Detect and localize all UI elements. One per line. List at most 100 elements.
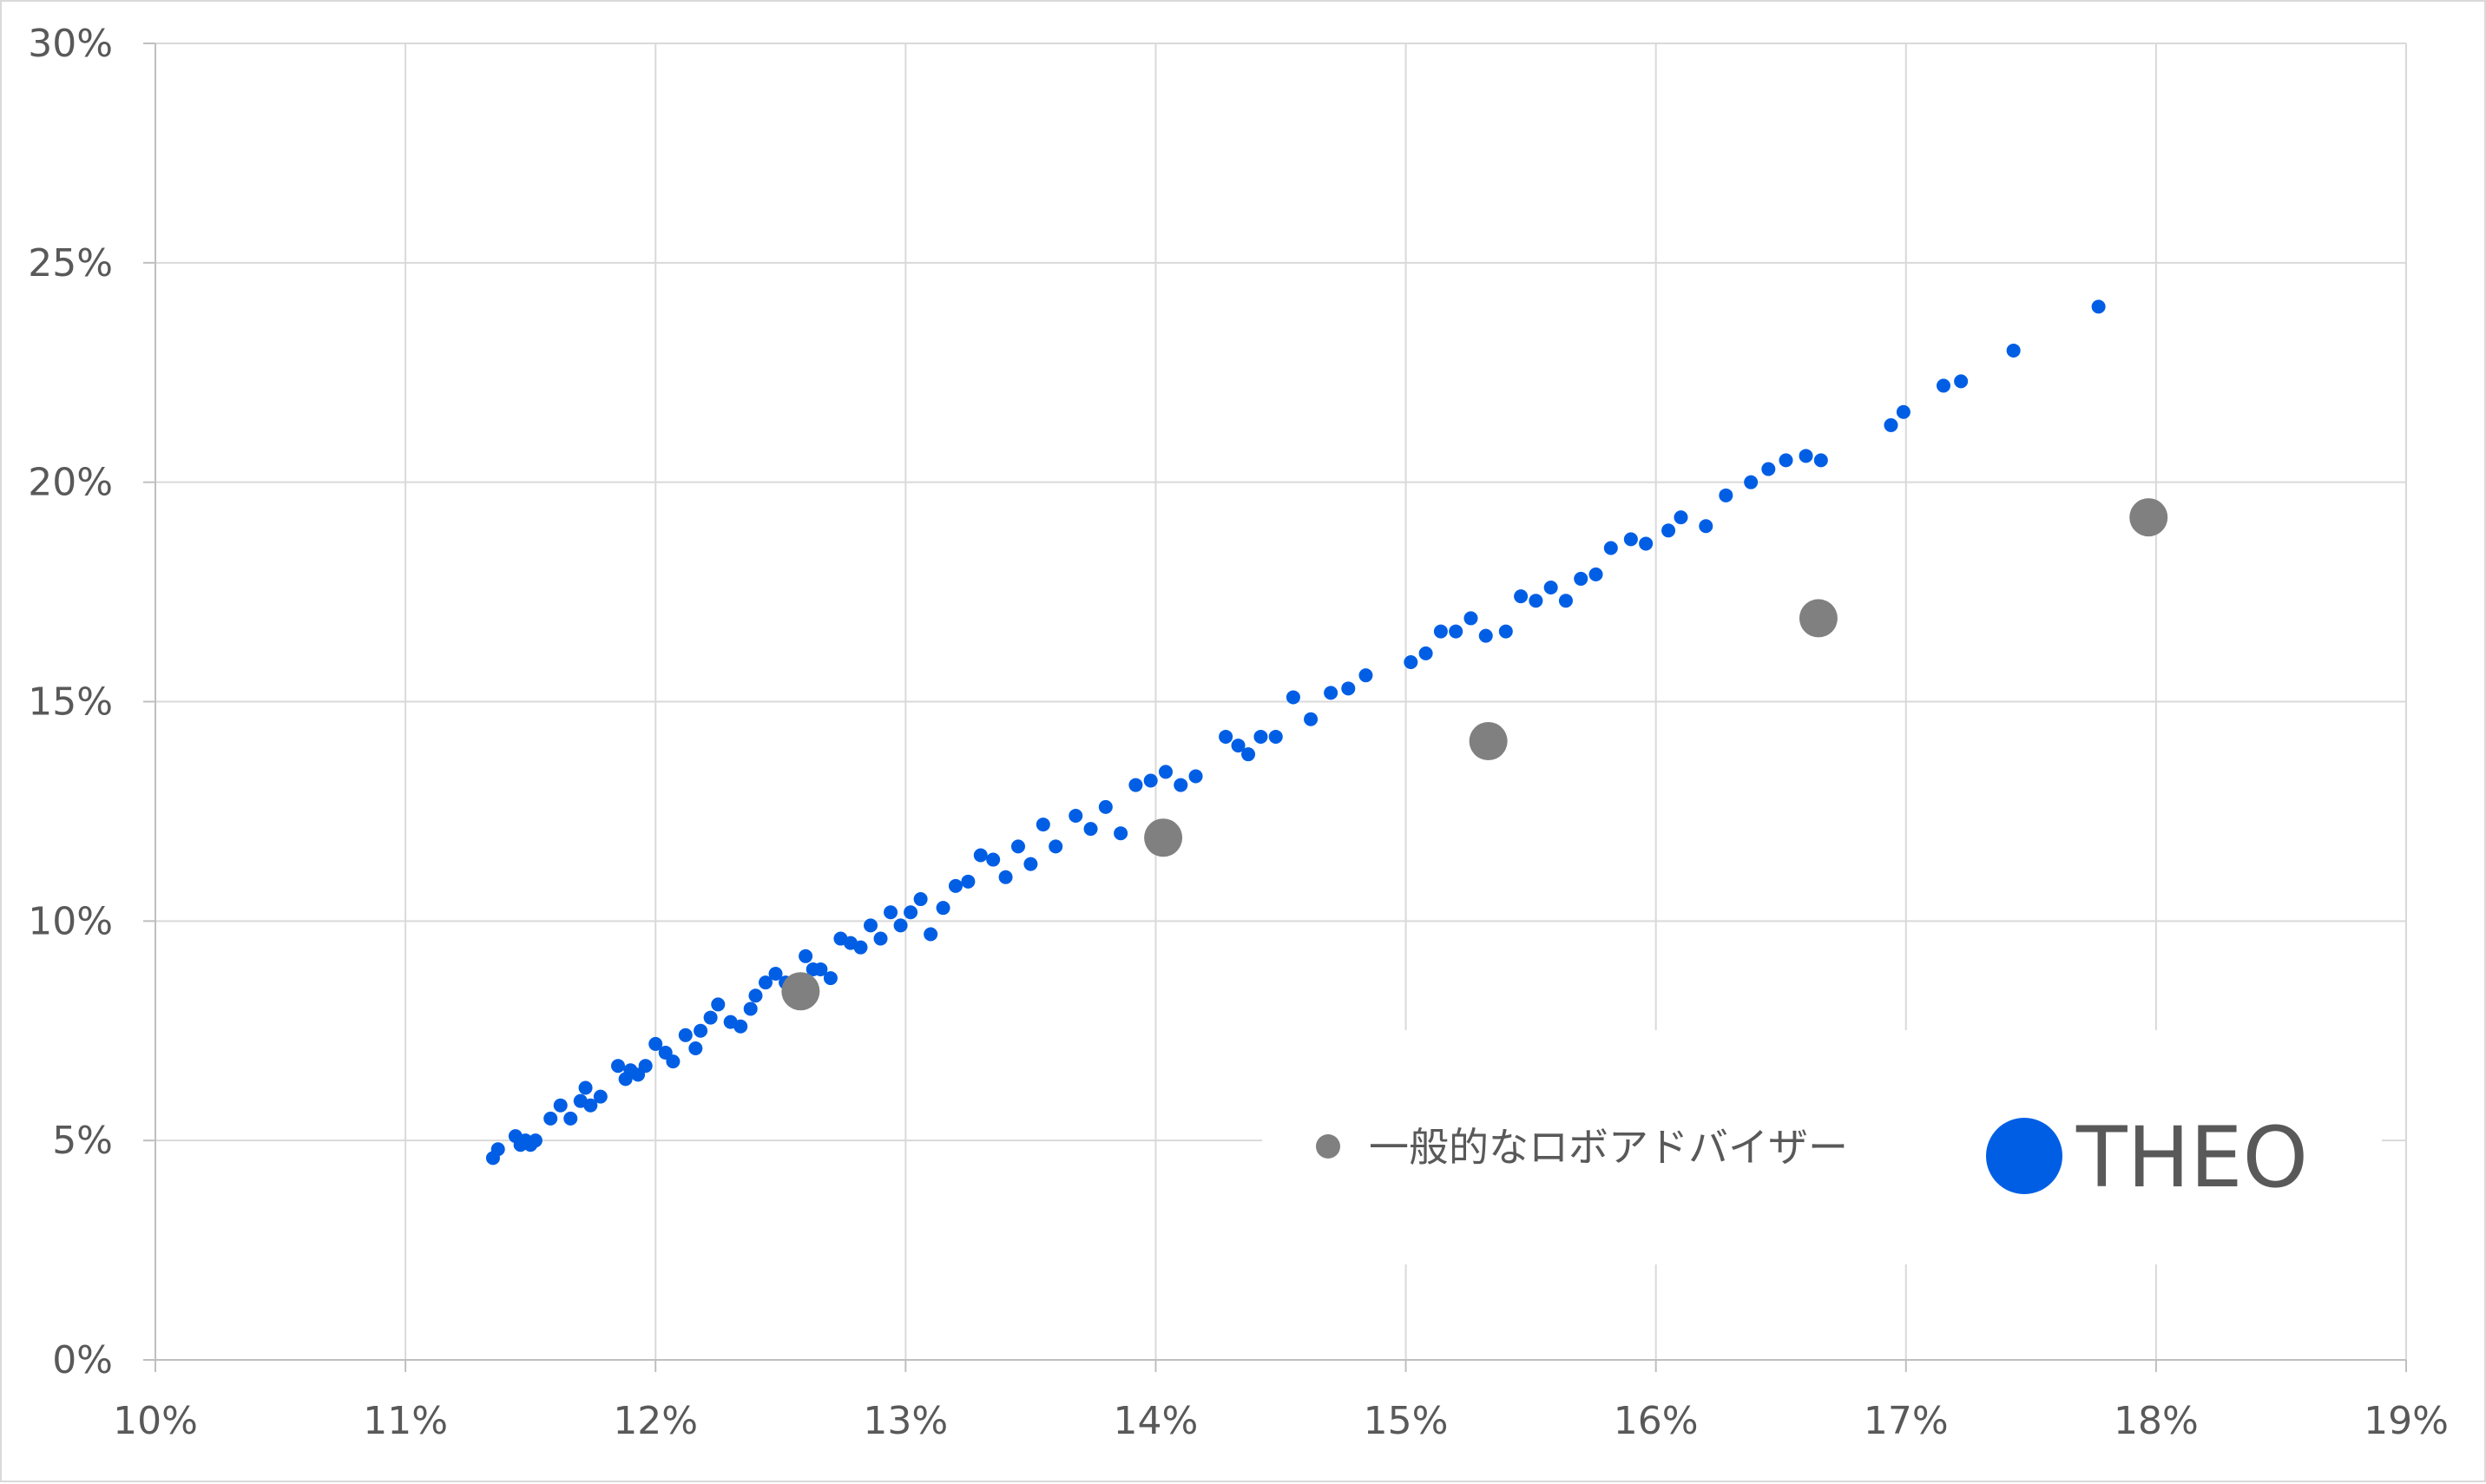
theo-point: [1036, 818, 1050, 832]
theo-point: [563, 1111, 578, 1126]
theo-point: [2091, 299, 2106, 314]
theo-point: [1574, 571, 1588, 586]
theo-point: [666, 1054, 681, 1069]
theo-point: [1639, 536, 1654, 551]
theo-point: [1433, 624, 1448, 639]
theo-point: [768, 967, 783, 982]
theo-point: [1241, 747, 1256, 762]
theo-point: [1304, 712, 1319, 726]
theo-point: [1114, 826, 1128, 841]
theo-point: [1049, 839, 1063, 854]
theo-point: [986, 852, 1001, 867]
theo-point: [973, 848, 988, 863]
theo-point: [758, 975, 773, 990]
legend-label-robo-advisor: 一般的なロボアドバイザー: [1369, 1124, 1848, 1171]
theo-point: [1128, 778, 1143, 792]
theo-point: [1936, 378, 1950, 393]
theo-point: [578, 1080, 593, 1095]
theo-point: [528, 1133, 543, 1148]
theo-point: [1799, 449, 1813, 463]
theo-point: [893, 918, 908, 933]
y-tick-label: 10%: [28, 899, 113, 943]
theo-point: [948, 878, 963, 893]
theo-point: [648, 1036, 663, 1051]
theo-point: [998, 870, 1013, 884]
theo-point: [1253, 729, 1268, 744]
robo-advisor-point: [781, 972, 820, 1011]
theo-point: [733, 1019, 748, 1034]
y-tick-label: 0%: [52, 1338, 113, 1382]
theo-point: [1010, 839, 1025, 854]
theo-point: [1761, 462, 1776, 476]
theo-point: [884, 905, 898, 920]
legend-marker-robo-advisor: [1316, 1134, 1340, 1159]
theo-point: [583, 1098, 598, 1113]
theo-point: [913, 892, 928, 907]
x-tick-label: 16%: [1614, 1399, 1699, 1443]
theo-point: [1268, 729, 1283, 744]
y-tick-label: 15%: [28, 680, 113, 725]
theo-point: [1219, 729, 1233, 744]
x-tick-label: 19%: [2364, 1399, 2449, 1443]
x-tick-label: 13%: [863, 1399, 948, 1443]
theo-point: [1358, 668, 1373, 683]
theo-point: [1779, 453, 1793, 468]
theo-point: [1418, 646, 1433, 660]
legend-marker-theo: [1986, 1118, 2062, 1194]
legend-label-theo: THEO: [2075, 1109, 2308, 1206]
y-tick-labels: 0% 5% 10% 15% 20% 25% 30%: [28, 22, 113, 1382]
theo-point: [1324, 686, 1338, 700]
theo-point: [1529, 594, 1543, 608]
theo-point: [490, 1142, 505, 1157]
y-tick-label: 30%: [28, 22, 113, 66]
theo-point: [1719, 488, 1733, 502]
theo-point: [688, 1041, 703, 1055]
x-tick-label: 18%: [2114, 1399, 2199, 1443]
theo-point: [1098, 799, 1113, 814]
theo-point: [813, 962, 828, 976]
theo-point: [1231, 739, 1246, 753]
theo-point: [1954, 374, 1969, 389]
theo-point: [1744, 475, 1759, 489]
theo-point: [743, 1001, 758, 1016]
theo-point: [1188, 769, 1203, 784]
theo-point: [1699, 519, 1713, 534]
theo-point: [853, 940, 868, 955]
theo-point: [1069, 808, 1083, 823]
theo-point: [593, 1089, 608, 1104]
y-tick-label: 20%: [28, 461, 113, 505]
theo-point: [543, 1111, 558, 1126]
legend: 一般的なロボアドバイザー THEO: [1262, 1030, 2382, 1264]
x-tick-label: 10%: [113, 1399, 198, 1443]
theo-point: [799, 949, 813, 963]
theo-point: [924, 927, 938, 942]
theo-point: [1514, 589, 1529, 604]
theo-point: [936, 901, 950, 916]
theo-point: [904, 905, 918, 920]
x-tick-label: 17%: [1864, 1399, 1949, 1443]
x-tick-label: 12%: [613, 1399, 698, 1443]
data-points: [485, 299, 2168, 1166]
y-tick-label: 25%: [28, 241, 113, 286]
theo-point: [1449, 624, 1463, 639]
theo-point: [1813, 453, 1828, 468]
theo-point: [1143, 773, 1158, 788]
theo-point: [1404, 654, 1418, 669]
x-tick-label: 11%: [363, 1399, 448, 1443]
theo-point: [1498, 624, 1513, 639]
theo-point: [1623, 532, 1638, 547]
theo-point: [1286, 690, 1300, 705]
theo-point: [1174, 778, 1188, 792]
theo-point: [1478, 628, 1493, 643]
theo-point: [638, 1059, 653, 1074]
theo-point: [1661, 523, 1676, 538]
x-tick-label: 15%: [1364, 1399, 1449, 1443]
theo-point: [1558, 594, 1573, 608]
theo-point: [694, 1023, 708, 1038]
theo-point: [863, 918, 878, 933]
theo-point: [2006, 343, 2021, 358]
axes: [143, 43, 2407, 1372]
theo-point: [1341, 681, 1356, 696]
theo-point: [1158, 765, 1173, 779]
